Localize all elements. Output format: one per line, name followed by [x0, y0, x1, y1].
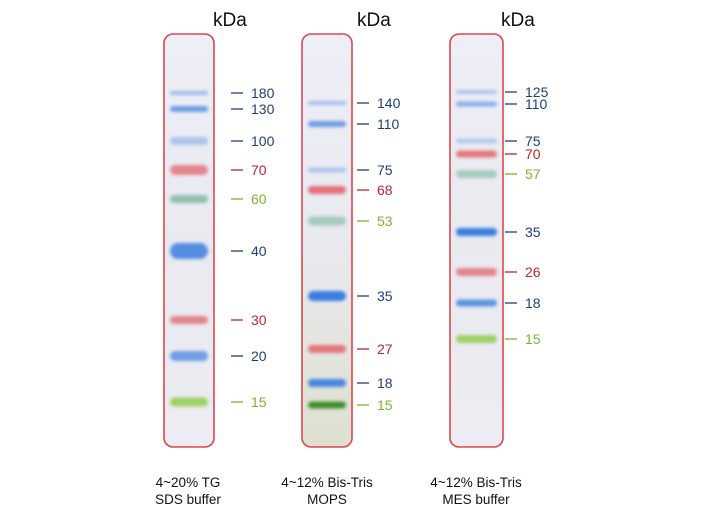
unit-label-mes: kDa: [501, 10, 535, 31]
mw-label-mops-35: 35: [377, 288, 393, 304]
band-mes-125: [456, 90, 497, 94]
band-tg-100: [170, 137, 208, 145]
mw-label-mops-53: 53: [377, 213, 393, 229]
band-mops-18: [308, 379, 346, 387]
mw-label-mes-70: 70: [525, 146, 541, 162]
band-mes-75: [456, 138, 497, 144]
mw-label-mops-140: 140: [377, 95, 401, 111]
mw-label-mops-18: 18: [377, 375, 393, 391]
unit-label-tg: kDa: [213, 10, 247, 31]
mw-label-tg-130: 130: [251, 101, 275, 117]
mw-label-mes-26: 26: [525, 264, 541, 280]
caption-tg-line1: 4~20% TG: [155, 475, 221, 490]
gel-frame: [449, 33, 504, 448]
caption-tg-line2: SDS buffer: [155, 492, 221, 507]
band-mes-18: [456, 299, 497, 307]
mw-label-mops-110: 110: [377, 116, 400, 132]
band-tg-20: [170, 351, 208, 361]
caption-mops: 4~12% Bis-Tris MOPS: [252, 474, 402, 508]
band-mops-15: [308, 401, 346, 409]
mw-label-mes-125: 125: [525, 84, 549, 100]
band-mops-35: [308, 291, 346, 301]
band-mops-75: [308, 167, 346, 173]
band-tg-180: [170, 91, 208, 95]
band-tg-60: [170, 195, 208, 203]
band-mes-15: [456, 335, 497, 343]
mw-label-mes-110: 110: [525, 96, 548, 112]
caption-mes-line1: 4~12% Bis-Tris: [430, 475, 522, 490]
caption-mes-line2: MES buffer: [442, 492, 510, 507]
caption-mops-line1: 4~12% Bis-Tris: [281, 475, 373, 490]
band-tg-15: [170, 397, 208, 407]
band-mops-140: [308, 101, 346, 105]
band-mops-110: [308, 121, 346, 127]
band-mes-70: [456, 150, 497, 158]
unit-label-mops: kDa: [357, 10, 391, 31]
band-tg-30: [170, 316, 208, 324]
gel-mops: 140 110 75 68 53 35 27 18 15: [301, 33, 401, 448]
mw-label-tg-30: 30: [251, 312, 267, 328]
mw-label-mops-75: 75: [377, 162, 393, 178]
band-mops-53: [308, 216, 346, 226]
caption-mes: 4~12% Bis-Tris MES buffer: [401, 474, 551, 508]
caption-tg: 4~20% TG SDS buffer: [113, 474, 263, 508]
band-mes-57: [456, 170, 497, 178]
band-tg-70: [170, 165, 208, 175]
mw-label-mops-27: 27: [377, 341, 393, 357]
mw-label-tg-70: 70: [251, 162, 267, 178]
mw-label-mops-15: 15: [377, 397, 393, 413]
caption-mops-line2: MOPS: [307, 492, 347, 507]
mw-label-tg-100: 100: [251, 133, 275, 149]
mw-label-tg-40: 40: [251, 243, 267, 259]
band-mes-26: [456, 268, 497, 276]
mw-label-tg-60: 60: [251, 191, 267, 207]
mw-label-mes-57: 57: [525, 166, 541, 182]
band-tg-130: [170, 106, 208, 112]
band-tg-40: [170, 243, 208, 259]
mw-label-tg-15: 15: [251, 394, 267, 410]
mw-label-mes-15: 15: [525, 331, 541, 347]
band-mops-27: [308, 345, 346, 353]
gel-frame: [301, 33, 353, 448]
mw-label-tg-20: 20: [251, 348, 267, 364]
mw-label-mops-68: 68: [377, 182, 393, 198]
band-mes-110: [456, 101, 497, 107]
mw-label-tg-180: 180: [251, 85, 275, 101]
band-mops-68: [308, 186, 346, 194]
gel-frame: [163, 33, 215, 448]
mw-label-mes-75: 75: [525, 133, 541, 149]
band-mes-35: [456, 228, 497, 236]
mw-label-mes-18: 18: [525, 295, 541, 311]
mw-label-mes-35: 35: [525, 224, 541, 240]
